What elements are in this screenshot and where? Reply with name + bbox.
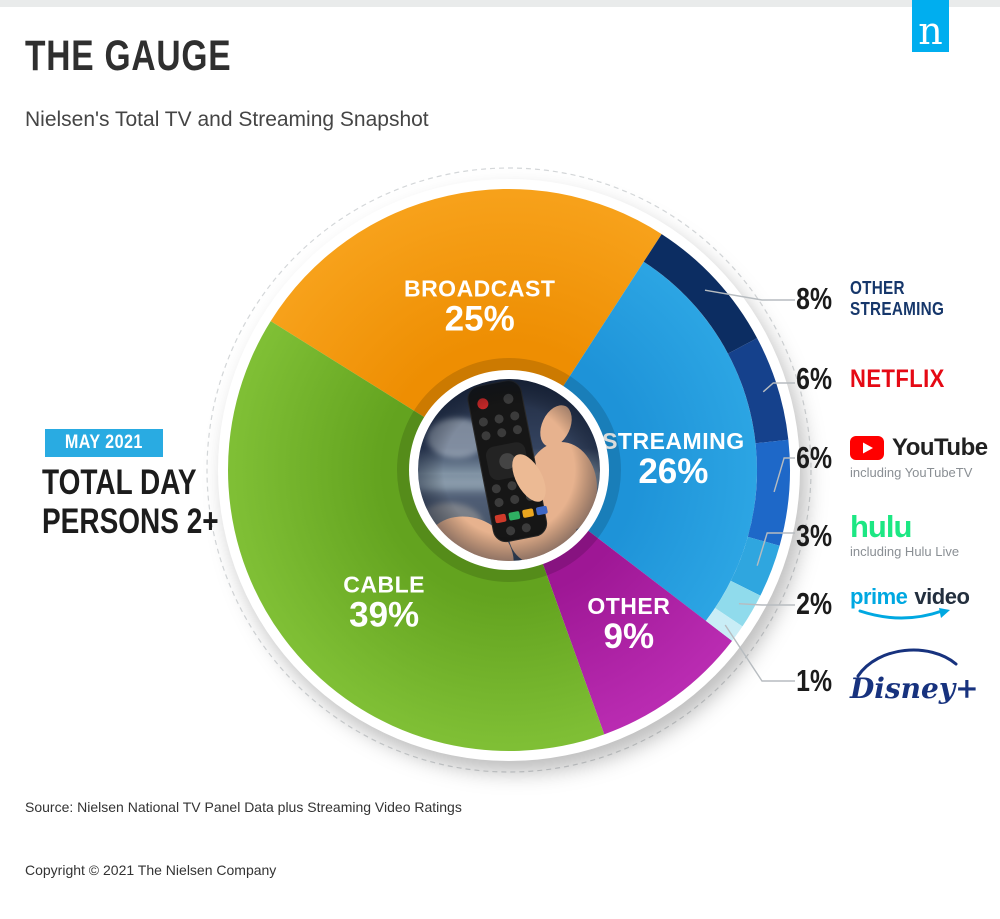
audience-line1: TOTAL DAY bbox=[42, 463, 197, 502]
legend-row-other-streaming: 8% OTHER STREAMING bbox=[756, 278, 961, 320]
prime-video-wordmark: prime video bbox=[850, 584, 970, 624]
youtube-wordmark: YouTube bbox=[892, 434, 988, 461]
ring-other-streaming bbox=[643, 234, 758, 354]
wedge-label-streaming: STREAMING 26% bbox=[602, 428, 745, 491]
leader-line-prime-video bbox=[738, 603, 795, 606]
plate-dashed-outline bbox=[206, 167, 812, 773]
legend-row-prime-video: 2% prime video bbox=[756, 584, 970, 624]
page-title: THE GAUGE bbox=[25, 32, 232, 80]
ring-netflix bbox=[727, 338, 789, 444]
legend-pct-youtube: 6% bbox=[796, 440, 832, 475]
nielsen-logo-letter: n bbox=[918, 9, 943, 53]
youtube-subnote: including YouTubeTV bbox=[850, 465, 973, 480]
legend-row-hulu: 3% hulu including Hulu Live bbox=[756, 509, 960, 560]
youtube-brand-block: YouTube including YouTubeTV bbox=[850, 434, 988, 480]
legend-pct-prime-video: 2% bbox=[796, 586, 832, 621]
prime-smile-icon bbox=[858, 608, 950, 620]
legend-pct-hulu: 3% bbox=[796, 517, 832, 553]
period-badge: MAY 2021 bbox=[45, 429, 163, 457]
wedge-label-other: OTHER 9% bbox=[587, 593, 670, 656]
wedge-other bbox=[542, 529, 733, 735]
top-accent-bar bbox=[0, 0, 1000, 7]
legend-pct-netflix: 6% bbox=[796, 361, 832, 396]
wedge-broadcast bbox=[270, 189, 662, 419]
legend-row-disney-plus: 1% Disney+ bbox=[756, 648, 979, 705]
page-subtitle: Nielsen's Total TV and Streaming Snapsho… bbox=[25, 108, 429, 131]
period-badge-label: MAY 2021 bbox=[64, 432, 143, 453]
audience-label: TOTAL DAY PERSONS 2+ bbox=[42, 463, 219, 541]
ring-hulu bbox=[730, 536, 780, 596]
inner-shadow-ring bbox=[397, 358, 621, 582]
legend-row-netflix: 6% NETFLIX bbox=[756, 361, 958, 397]
hulu-brand-block: hulu including Hulu Live bbox=[850, 509, 960, 560]
leader-line-netflix bbox=[762, 382, 795, 393]
leader-line-hulu bbox=[756, 532, 795, 566]
leader-line-disney- bbox=[724, 624, 795, 682]
wedge-label-broadcast: BROADCAST 25% bbox=[404, 275, 555, 338]
netflix-wordmark: NETFLIX bbox=[850, 364, 945, 393]
wedge-label-cable: CABLE 39% bbox=[343, 572, 425, 635]
legend-row-youtube: 6% YouTube including YouTubeTV bbox=[756, 434, 988, 480]
ring-prime-video bbox=[715, 580, 761, 627]
youtube-play-icon bbox=[850, 436, 884, 460]
hulu-subnote: including Hulu Live bbox=[850, 544, 960, 560]
audience-line2: PERSONS 2+ bbox=[42, 502, 219, 541]
source-note: Source: Nielsen National TV Panel Data p… bbox=[25, 799, 462, 815]
legend-pct-disney-plus: 1% bbox=[796, 662, 832, 698]
copyright-note: Copyright © 2021 The Nielsen Company bbox=[25, 862, 277, 878]
hulu-wordmark: hulu bbox=[850, 509, 912, 544]
wedge-streaming bbox=[562, 261, 757, 621]
disney-plus-wordmark: Disney+ bbox=[850, 648, 979, 705]
center-photo-remote bbox=[397, 358, 621, 582]
other-streaming-wordmark: OTHER STREAMING bbox=[850, 278, 945, 320]
leader-line-youtube bbox=[773, 457, 795, 493]
legend-pct-other-streaming: 8% bbox=[796, 281, 832, 317]
leader-line-other-streaming bbox=[704, 289, 795, 301]
disney-arc-icon bbox=[856, 648, 958, 678]
wedge-cable bbox=[228, 321, 605, 751]
ring-youtube bbox=[747, 439, 790, 546]
ring-disney- bbox=[705, 608, 743, 641]
nielsen-logo: n bbox=[912, 0, 949, 52]
